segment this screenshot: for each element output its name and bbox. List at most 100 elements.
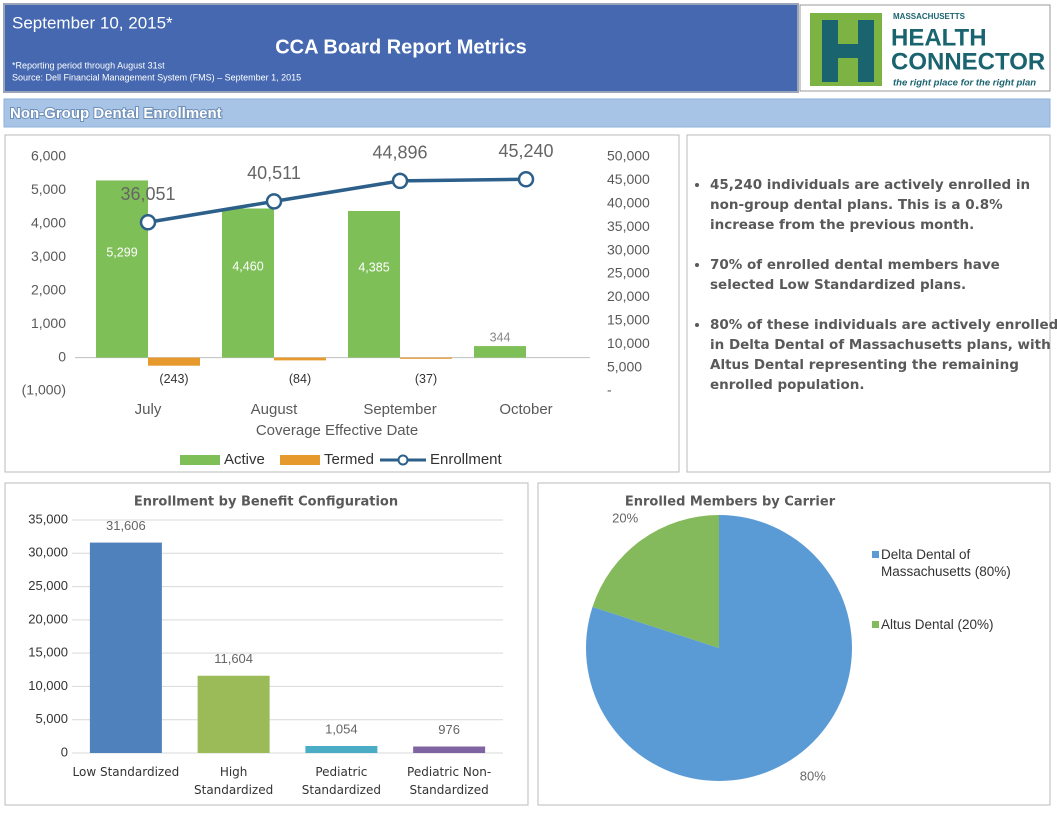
panel bbox=[686, 134, 1051, 473]
logo-text: HEALTH bbox=[891, 24, 987, 51]
legend-swatch bbox=[180, 455, 220, 465]
chart-title: Enrollment by Benefit Configuration bbox=[134, 495, 398, 510]
bullet-list: 45,240 individuals are actively enrolled… bbox=[692, 175, 1057, 415]
x-tick-label: Pediatric Standardized bbox=[301, 765, 381, 797]
bar bbox=[400, 357, 452, 359]
y-tick-label: 1,000 bbox=[31, 315, 66, 331]
data-label: 5,299 bbox=[106, 245, 137, 259]
report-source: Source: Dell Financial Management System… bbox=[12, 72, 301, 82]
x-tick-label: Pediatric Non-Standardized bbox=[407, 765, 492, 797]
data-label: (37) bbox=[415, 372, 437, 386]
legend-label: Termed bbox=[324, 451, 374, 468]
bar bbox=[89, 542, 162, 753]
section-title: Non-Group Dental Enrollment bbox=[10, 105, 222, 122]
legend-label: Enrollment bbox=[430, 451, 503, 468]
data-label: (243) bbox=[159, 372, 188, 386]
data-label: 1,054 bbox=[325, 721, 358, 736]
legend-swatch bbox=[280, 455, 320, 465]
data-label: 44,896 bbox=[372, 143, 427, 163]
x-tick-label: July bbox=[135, 401, 162, 418]
line bbox=[147, 177, 527, 225]
bar bbox=[96, 180, 148, 358]
y2-tick-label: 40,000 bbox=[607, 195, 650, 211]
report-note: *Reporting period through August 31st bbox=[12, 60, 165, 70]
data-label: 45,240 bbox=[498, 141, 553, 161]
chart-title: Enrolled Members by Carrier bbox=[625, 495, 836, 510]
y2-tick-label: 10,000 bbox=[607, 335, 650, 351]
bar bbox=[474, 346, 526, 358]
data-label: 11,604 bbox=[214, 651, 253, 666]
line-marker bbox=[391, 172, 409, 190]
data-label: 31,606 bbox=[106, 518, 146, 533]
y2-tick-label: 50,000 bbox=[607, 148, 650, 164]
y2-tick-label: - bbox=[607, 382, 612, 398]
legend-label: Altus Dental (20%) bbox=[881, 617, 994, 632]
data-label: 4,385 bbox=[358, 261, 389, 275]
logo-tagline: the right place for the right plan bbox=[893, 78, 1036, 89]
bullet: 45,240 individuals are actively enrolled… bbox=[710, 175, 1057, 235]
x-tick-label: September bbox=[363, 401, 436, 418]
line-marker bbox=[265, 193, 283, 210]
logo-h bbox=[822, 20, 874, 82]
y-tick-label: 4,000 bbox=[31, 215, 66, 231]
y2-tick-label: 15,000 bbox=[607, 312, 650, 328]
legend-label: Delta Dental of Massachusetts (80%) bbox=[881, 547, 1011, 579]
y-tick-label: 5,000 bbox=[35, 711, 68, 726]
data-label: 80% bbox=[800, 769, 826, 784]
bar bbox=[197, 675, 270, 753]
bar bbox=[148, 357, 200, 366]
line-marker bbox=[139, 214, 157, 231]
data-label: 976 bbox=[438, 722, 460, 737]
bar bbox=[348, 210, 400, 358]
x-tick-label: October bbox=[499, 401, 552, 418]
x-tick-label: High Standardized bbox=[194, 765, 274, 797]
bar bbox=[274, 357, 326, 361]
x-tick-label: August bbox=[251, 401, 299, 418]
data-label: 20% bbox=[612, 510, 638, 525]
x-tick-label: Low Standardized bbox=[72, 765, 180, 779]
y2-tick-label: 25,000 bbox=[607, 265, 650, 281]
legend-label: Active bbox=[224, 451, 265, 468]
y-tick-label: 0 bbox=[61, 744, 68, 759]
logo-text: CONNECTOR bbox=[891, 48, 1045, 75]
bar bbox=[222, 208, 274, 358]
bullet: 70% of enrolled dental members have sele… bbox=[710, 255, 1057, 295]
y-tick-label: 5,000 bbox=[31, 181, 66, 197]
y2-tick-label: 5,000 bbox=[607, 358, 642, 374]
line-marker bbox=[517, 171, 535, 188]
logo-text: MASSACHUSETTS bbox=[893, 12, 966, 21]
y2-tick-label: 35,000 bbox=[607, 218, 650, 234]
y2-tick-label: 30,000 bbox=[607, 241, 650, 257]
y-tick-label: 15,000 bbox=[28, 645, 68, 660]
legend-swatch bbox=[397, 454, 409, 466]
bar bbox=[413, 746, 486, 753]
y-tick-label: 10,000 bbox=[28, 678, 68, 693]
pie-slice bbox=[585, 515, 852, 782]
y2-tick-label: 20,000 bbox=[607, 288, 650, 304]
bar bbox=[305, 745, 378, 753]
panel bbox=[4, 482, 529, 806]
data-label: 4,460 bbox=[232, 259, 263, 273]
report-date: September 10, 2015* bbox=[12, 13, 173, 32]
data-label: (84) bbox=[289, 372, 311, 386]
y2-tick-label: 45,000 bbox=[607, 171, 650, 187]
report-title: CCA Board Report Metrics bbox=[275, 36, 527, 58]
x-axis-title: Coverage Effective Date bbox=[256, 422, 418, 439]
pie-slice bbox=[592, 515, 719, 648]
y-tick-label: 25,000 bbox=[28, 578, 68, 593]
legend-swatch bbox=[872, 621, 879, 628]
data-label: 40,511 bbox=[247, 163, 301, 183]
y-tick-label: 30,000 bbox=[28, 545, 68, 560]
section-band bbox=[3, 98, 1051, 128]
bullet: 80% of these individuals are actively en… bbox=[710, 315, 1057, 395]
header-band bbox=[3, 3, 799, 93]
y-tick-label: 35,000 bbox=[28, 511, 68, 526]
y-tick-label: (1,000) bbox=[22, 382, 66, 398]
y-tick-label: 0 bbox=[58, 348, 66, 364]
y-tick-label: 20,000 bbox=[28, 611, 68, 626]
legend-swatch bbox=[872, 551, 879, 558]
y-tick-label: 6,000 bbox=[31, 148, 66, 164]
y-tick-label: 3,000 bbox=[31, 248, 66, 264]
